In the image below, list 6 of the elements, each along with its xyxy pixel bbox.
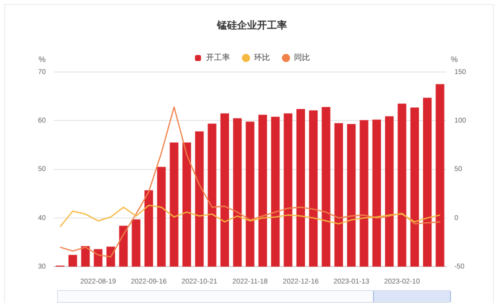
legend-label: 同比 <box>294 53 310 62</box>
legend-label: 环比 <box>254 53 270 62</box>
y2-axis-title: % <box>450 55 458 64</box>
chart-title: 锰硅企业开工率 <box>216 20 287 32</box>
legend-label: 开工率 <box>206 53 230 62</box>
y-axis-title: % <box>38 55 46 64</box>
